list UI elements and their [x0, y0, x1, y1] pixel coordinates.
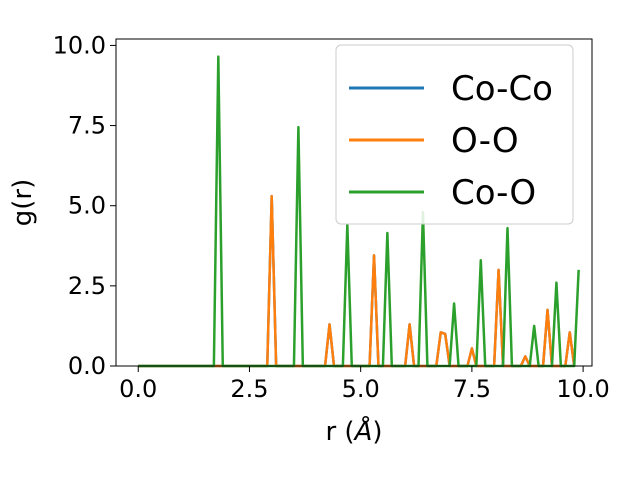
x-axis-label-unit: Å: [353, 415, 373, 447]
y-tick-label: 2.5: [68, 272, 106, 300]
x-tick-label: 0.0: [119, 375, 157, 403]
x-axis-label-text: r (: [325, 417, 354, 447]
legend-label-co-co: Co-Co: [451, 69, 553, 109]
y-tick-label: 0.0: [68, 352, 106, 380]
x-tick-label: 2.5: [230, 375, 268, 403]
y-tick-label: 10.0: [53, 31, 106, 59]
x-axis-label: r (Å): [325, 415, 382, 447]
y-axis: 0.0 2.5 5.0 7.5 10.0: [53, 31, 116, 380]
x-tick-label: 7.5: [453, 375, 491, 403]
x-axis: 0.0 2.5 5.0 7.5 10.0: [119, 366, 610, 403]
y-axis-label: g(r): [8, 179, 38, 226]
plot-frame: [115, 38, 593, 367]
legend-frame: [335, 44, 574, 225]
x-tick-label: 5.0: [342, 375, 380, 403]
y-tick-label: 5.0: [68, 192, 106, 220]
legend-label-o-o: O-O: [451, 121, 519, 161]
y-tick-label: 7.5: [68, 112, 106, 140]
x-axis-label-close: ): [372, 417, 382, 447]
legend-label-co-o: Co-O: [451, 173, 536, 213]
x-tick-label: 10.0: [556, 375, 609, 403]
legend: Co-Co O-O Co-O: [335, 44, 574, 225]
